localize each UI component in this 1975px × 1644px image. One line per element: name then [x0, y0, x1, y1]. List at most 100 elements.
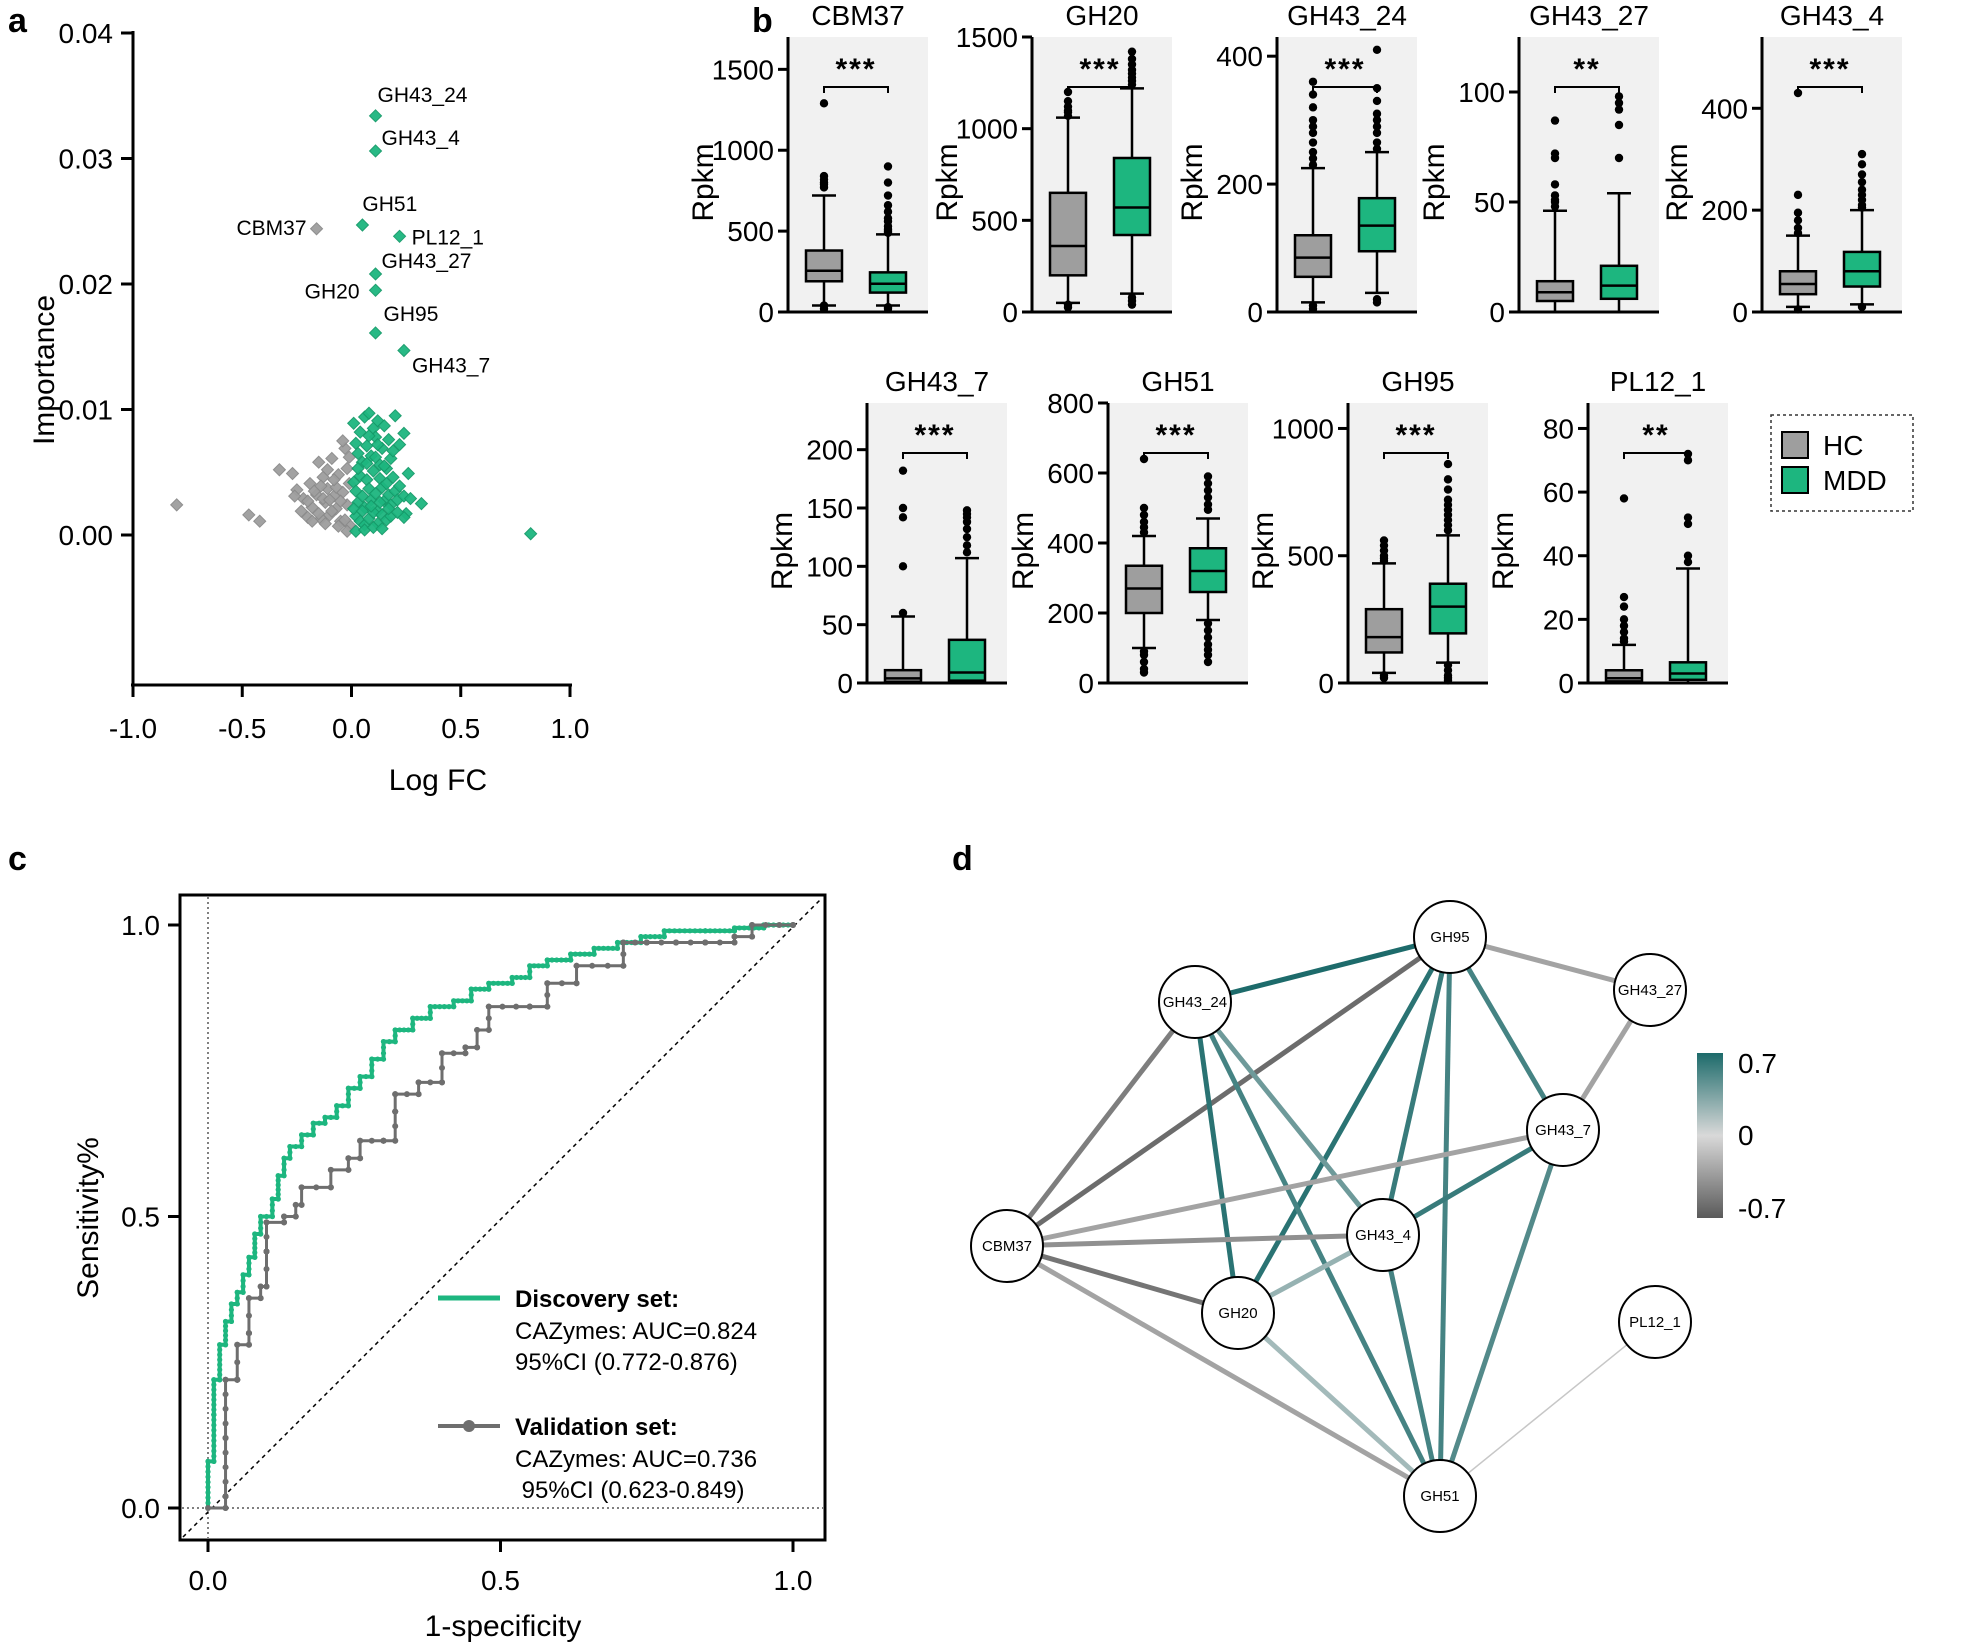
hc-point: [294, 504, 308, 518]
node-circle: [1413, 900, 1487, 974]
roc-point: [485, 1015, 492, 1022]
roc-point: [345, 1166, 352, 1173]
boxplot-y-label: Rpkm: [1176, 143, 1209, 221]
network-edge: [1447, 935, 1566, 1132]
y-tick-label: 500: [727, 216, 774, 247]
box: [1842, 250, 1882, 288]
y-tick-label: 200: [1047, 598, 1094, 629]
roc-point: [468, 992, 474, 998]
hc-box: [804, 99, 844, 313]
roc-point: [518, 974, 524, 981]
roc-point: [258, 1231, 264, 1237]
roc-point: [535, 963, 542, 969]
outlier: [962, 532, 972, 542]
boxplot-y-label: Rpkm: [1487, 512, 1520, 590]
roc-point: [234, 1359, 241, 1366]
roc-point: [544, 957, 550, 963]
roc-point: [392, 1108, 399, 1115]
roc-point: [357, 1137, 364, 1144]
roc-point: [712, 928, 718, 934]
roc-point: [304, 1132, 311, 1138]
network-edge: [1380, 936, 1453, 1236]
roc-point: [568, 957, 574, 963]
roc-point: [298, 1201, 305, 1208]
roc-point: [339, 1103, 346, 1109]
roc-point: [205, 1489, 211, 1496]
legend-hc-swatch: [1781, 431, 1809, 459]
outlier: [1372, 45, 1382, 54]
outlier: [1379, 673, 1389, 683]
mdd-box: [947, 506, 987, 685]
roc-point: [540, 963, 546, 969]
network-node: GH51: [1403, 1459, 1477, 1533]
outlier: [962, 517, 972, 527]
roc-point: [281, 1167, 287, 1173]
network-edge: [1006, 1243, 1239, 1316]
roc-point: [582, 951, 588, 957]
significance-bracket: [1623, 452, 1689, 459]
roc-point: [287, 1143, 293, 1150]
roc-point: [717, 928, 723, 934]
plot-background: [1108, 403, 1248, 683]
roc-point: [544, 991, 551, 998]
roc-point: [485, 1003, 492, 1010]
scatter-x-label: Log FC: [389, 764, 487, 797]
node-circle: [970, 1209, 1044, 1283]
roc-point: [450, 1050, 457, 1057]
validation-markers: [205, 922, 796, 1511]
roc-point: [549, 957, 555, 963]
roc-point: [722, 928, 728, 934]
roc-point: [682, 928, 688, 934]
roc-point: [357, 1073, 363, 1080]
y-tick-label: 200: [1701, 195, 1748, 226]
roc-point: [392, 1123, 399, 1130]
y-tick-label: 20: [1543, 604, 1574, 635]
roc-point: [240, 1289, 246, 1295]
roc-point: [596, 945, 602, 951]
roc-point: [439, 1050, 445, 1057]
y-tick-label: 1500: [712, 54, 774, 85]
roc-point: [217, 1347, 223, 1353]
y-tick-label: 0: [1318, 668, 1334, 699]
outlier: [1372, 122, 1382, 131]
outlier: [1203, 479, 1213, 488]
outlier: [1139, 668, 1149, 677]
outlier: [898, 608, 908, 618]
legend-hc-label: HC: [1823, 430, 1863, 461]
labeled-point: [368, 144, 383, 158]
discovery-legend-auc: CAZymes: AUC=0.824: [515, 1318, 757, 1345]
roc-point: [423, 1015, 429, 1021]
roc-point: [554, 957, 560, 963]
outlier: [1614, 120, 1624, 130]
panel-label-b: b: [752, 2, 773, 40]
roc-point: [490, 980, 497, 986]
roc-point: [427, 1079, 434, 1086]
colorbar: [1697, 1053, 1723, 1218]
roc-point: [527, 974, 533, 981]
hc-box: [1124, 454, 1164, 677]
node-circle: [1403, 1459, 1477, 1533]
outlier: [1857, 177, 1867, 187]
node-label: GH43_4: [1355, 1227, 1411, 1244]
roc-point: [222, 1328, 229, 1334]
network-edge: [1235, 935, 1453, 1315]
roc-point: [620, 951, 627, 958]
hc-point: [340, 524, 354, 538]
y-tick-label: 200: [1216, 169, 1263, 200]
roc-point: [410, 1015, 416, 1021]
labeled-point: [368, 283, 383, 297]
point-label: GH20: [305, 280, 360, 303]
significance-bracket: [823, 86, 889, 93]
roc-point: [790, 922, 796, 928]
roc-point: [310, 1132, 316, 1138]
outlier: [1203, 486, 1213, 495]
mdd-point: [401, 466, 416, 481]
roc-point: [269, 1208, 275, 1214]
outlier: [1139, 657, 1149, 667]
roc-point: [687, 939, 694, 946]
colorbar-max-label: 0.7: [1738, 1048, 1777, 1079]
network-panel: GH95 GH43_24 GH43_27 GH43_7 CBM37 GH43_4 GH20 P…: [970, 900, 1786, 1533]
roc-point: [327, 1184, 334, 1191]
box: [1293, 234, 1333, 279]
roc-point: [313, 1184, 320, 1191]
